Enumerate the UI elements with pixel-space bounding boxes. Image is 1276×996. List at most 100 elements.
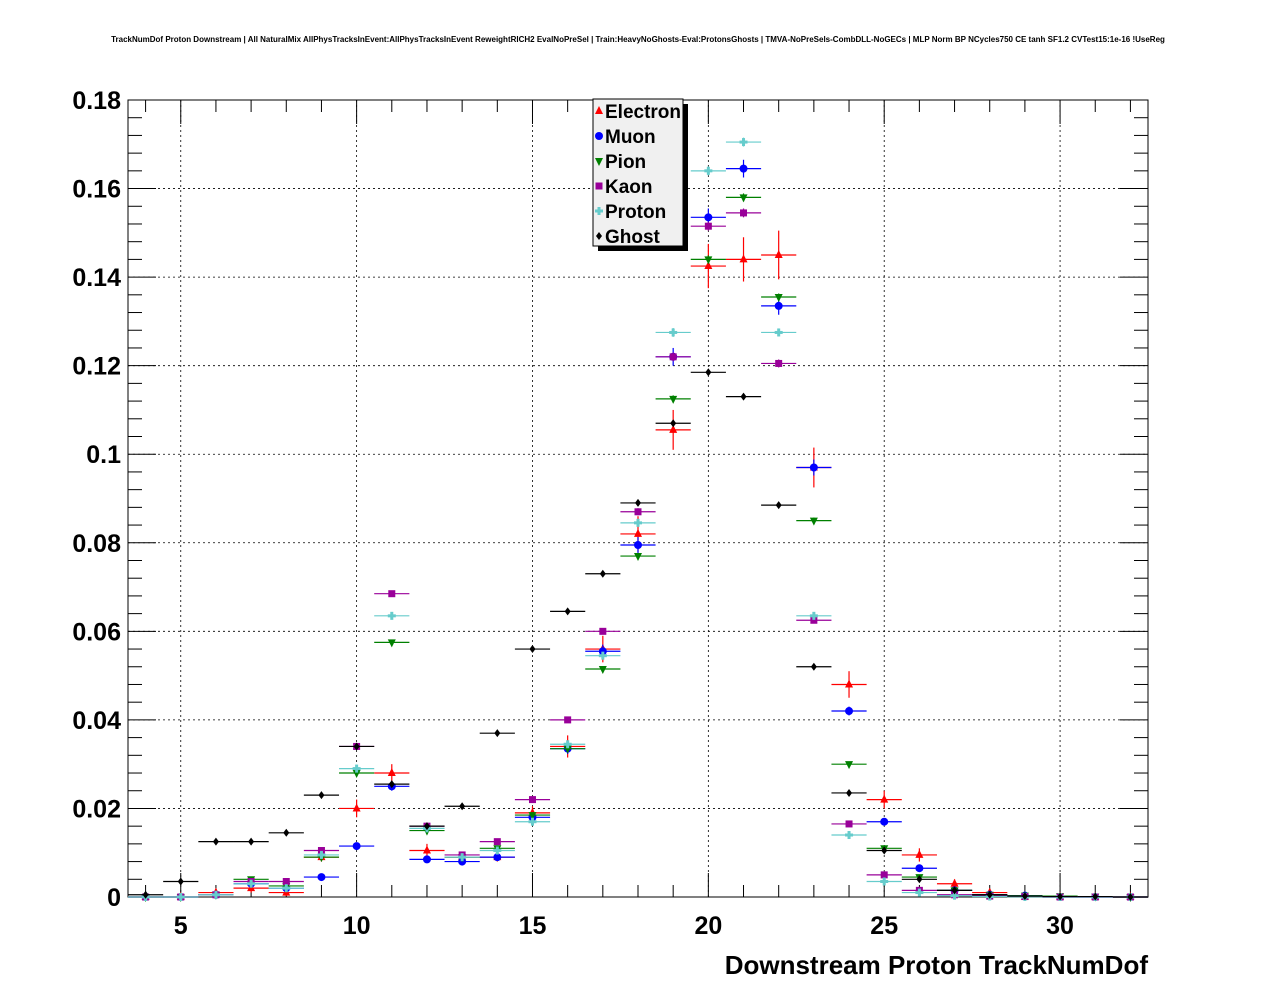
data-point <box>352 803 361 812</box>
data-point <box>704 222 712 230</box>
data-point <box>529 645 536 654</box>
data-point <box>387 639 396 648</box>
data-point-v <box>882 877 886 886</box>
data-point-v <box>566 740 570 749</box>
data-point <box>1127 893 1134 901</box>
legend-item-pion: Pion <box>595 152 646 173</box>
data-point <box>563 740 572 749</box>
data-point-v <box>706 166 710 175</box>
data-point <box>595 207 603 215</box>
data-point <box>915 849 924 858</box>
data-point <box>634 540 642 549</box>
data-point <box>704 166 713 175</box>
data-point-v <box>249 879 253 888</box>
data-point <box>247 879 256 888</box>
data-point-v <box>777 328 781 337</box>
data-point <box>493 846 502 855</box>
data-point <box>142 890 149 899</box>
legend-item-electron: Electron <box>595 102 681 123</box>
data-point <box>986 890 993 899</box>
data-point <box>845 761 854 770</box>
legend-item-ghost: Ghost <box>596 227 661 248</box>
data-point <box>282 878 290 886</box>
data-point <box>669 328 678 337</box>
legend-item-muon: Muon <box>595 127 656 148</box>
data-point <box>1092 892 1099 901</box>
data-point <box>494 729 501 738</box>
data-point-v <box>284 884 288 893</box>
x-tick-label: 15 <box>519 912 547 940</box>
data-point <box>739 164 748 173</box>
data-point-v <box>460 853 464 862</box>
data-point <box>353 742 360 751</box>
data-point <box>704 261 713 270</box>
data-point <box>774 328 783 337</box>
legend-label: Electron <box>605 102 681 123</box>
data-point-v <box>319 850 323 859</box>
y-tick-label: 0.12 <box>72 353 121 381</box>
data-point <box>423 822 430 831</box>
data-point <box>317 847 325 855</box>
data-point <box>317 873 326 882</box>
data-point <box>596 232 602 240</box>
data-point <box>845 820 853 828</box>
data-point <box>352 842 361 851</box>
data-point <box>669 395 678 404</box>
chart-title: TrackNumDof Proton Downstream | All Natu… <box>111 35 1165 44</box>
data-point <box>282 884 291 893</box>
data-point-v <box>390 611 394 620</box>
y-tick-label: 0.18 <box>72 87 121 115</box>
data-point <box>598 647 607 656</box>
data-point <box>705 368 712 377</box>
y-tick-label: 0.06 <box>72 618 121 646</box>
data-point <box>950 891 959 900</box>
data-point <box>809 611 818 620</box>
legend-item-proton: Proton <box>595 202 666 223</box>
legend-label: Kaon <box>605 177 653 198</box>
y-tick-label: 0.08 <box>72 530 121 558</box>
legend: Electron Muon Pion Kaon Proton Ghost <box>592 98 688 251</box>
data-point <box>880 794 889 803</box>
data-point <box>1057 892 1064 901</box>
data-point <box>845 707 854 716</box>
data-layer <box>128 137 1148 902</box>
data-point <box>916 875 923 884</box>
legend-label: Pion <box>605 152 646 173</box>
data-point <box>317 850 326 859</box>
data-point <box>248 837 255 846</box>
data-point <box>458 853 467 862</box>
data-point <box>704 213 713 222</box>
data-point <box>880 817 889 826</box>
data-point-v <box>917 888 921 897</box>
legend-label: Proton <box>605 202 666 223</box>
data-point <box>880 871 888 879</box>
y-tick-label: 0.02 <box>72 795 121 823</box>
data-point-v <box>495 846 499 855</box>
legend-item-kaon: Kaon <box>595 177 653 198</box>
data-point <box>740 209 748 217</box>
data-point <box>845 679 854 688</box>
data-point <box>528 817 537 826</box>
legend-label: Ghost <box>605 227 661 248</box>
y-tick-label: 0.1 <box>86 441 121 469</box>
data-point <box>809 517 818 526</box>
data-point <box>740 392 747 401</box>
data-point-v <box>671 328 675 337</box>
data-point-v <box>953 891 957 900</box>
data-point <box>563 745 572 754</box>
data-point <box>881 846 888 855</box>
data-point <box>634 508 642 516</box>
data-point <box>634 553 642 562</box>
data-point <box>739 254 748 263</box>
data-point <box>670 419 677 428</box>
data-point <box>599 627 607 635</box>
data-point <box>950 878 959 887</box>
x-axis-title: Downstream Proton TrackNumDof <box>725 950 1149 980</box>
data-point <box>951 886 958 895</box>
data-point-v <box>214 890 218 899</box>
x-tick-label: 25 <box>870 912 898 940</box>
series-ghost <box>128 368 1148 901</box>
data-point-v <box>355 764 359 773</box>
x-tick-label: 20 <box>694 912 722 940</box>
